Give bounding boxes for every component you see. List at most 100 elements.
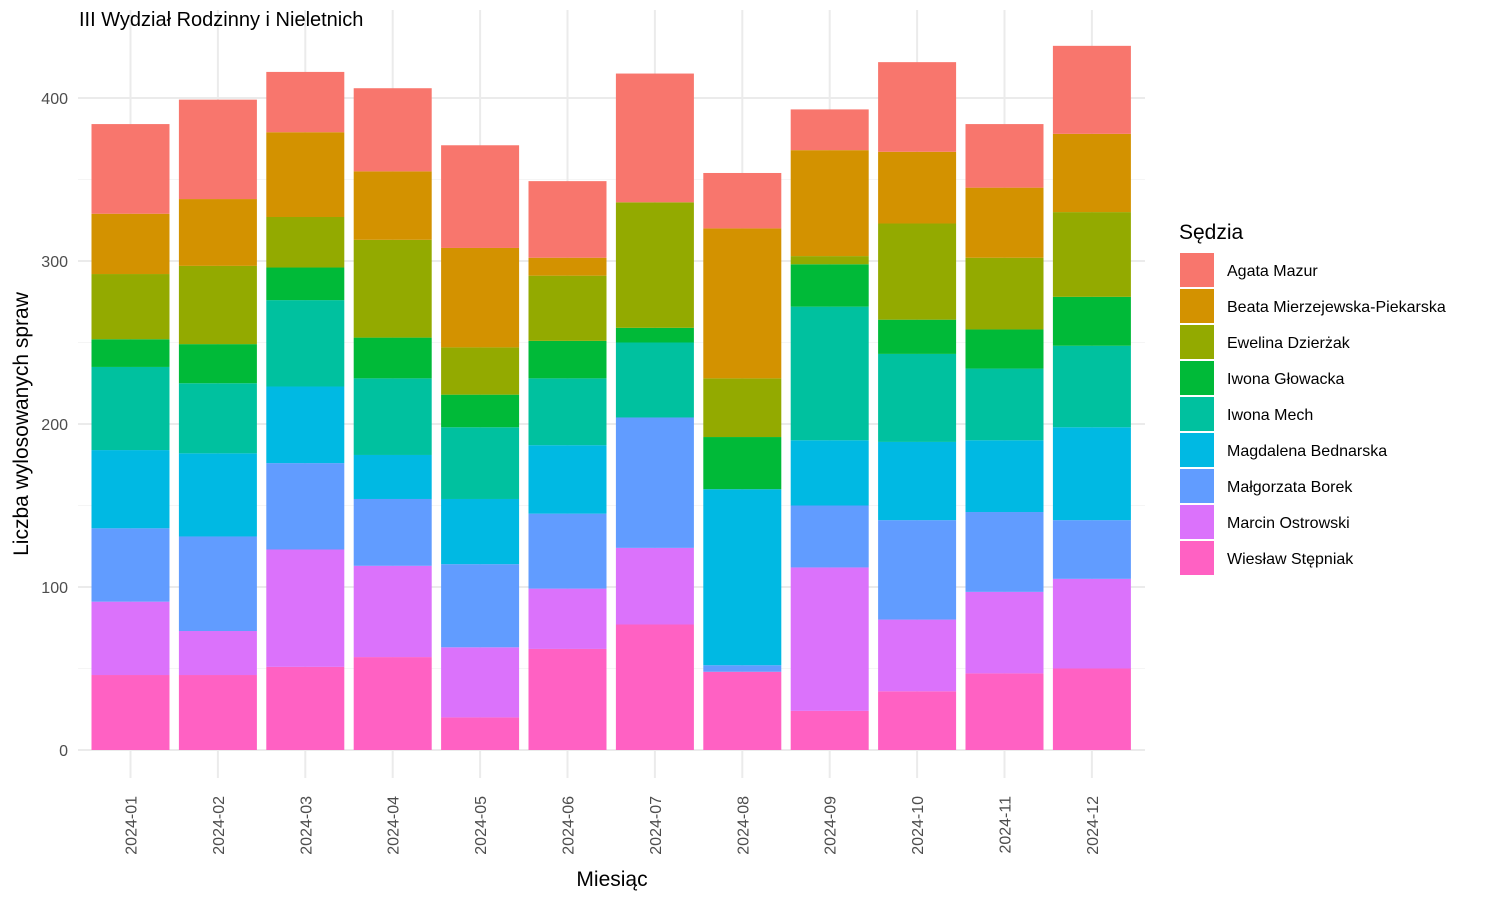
- bar-segment: [266, 267, 345, 301]
- bar-segment: [266, 549, 345, 667]
- bar-segment: [441, 394, 520, 428]
- y-tick-label: 0: [59, 743, 68, 760]
- bar-segment: [790, 264, 869, 307]
- bar-segment: [353, 171, 432, 240]
- legend-label: Magdalena Bednarska: [1227, 443, 1387, 460]
- x-tick-label: 2024-11: [998, 796, 1015, 854]
- x-tick-label: 2024-09: [823, 796, 840, 855]
- x-axis-ticks: 2024-01 2024-02 2024-03 2024-04 2024-05 2024-…: [124, 796, 1102, 855]
- bar-segment: [91, 274, 170, 340]
- bar-segment: [528, 181, 607, 258]
- legend-swatch: [1180, 433, 1214, 467]
- bar-segment: [528, 445, 607, 514]
- legend-label: Wiesław Stępniak: [1227, 551, 1354, 568]
- bar-segment: [353, 88, 432, 172]
- legend-label: Iwona Głowacka: [1227, 371, 1344, 388]
- legend-swatch: [1180, 397, 1214, 431]
- bar-segment: [91, 601, 170, 676]
- bar-segment: [441, 347, 520, 395]
- bar-segment: [1052, 345, 1131, 428]
- bar-segment: [528, 648, 607, 750]
- bar-segment: [178, 199, 257, 266]
- bar-segment: [441, 647, 520, 718]
- bar-segment: [528, 588, 607, 649]
- x-tick-label: 2024-08: [735, 796, 752, 855]
- y-tick-label: 100: [41, 580, 68, 597]
- legend-label: Małgorzata Borek: [1227, 479, 1353, 496]
- x-tick-label: 2024-05: [473, 796, 490, 855]
- y-axis-title: Liczba wylosowanych spraw: [10, 291, 33, 556]
- bar-segment: [615, 547, 694, 625]
- bar-segment: [703, 378, 782, 438]
- bar-segment: [615, 73, 694, 203]
- bar-segment: [353, 657, 432, 750]
- legend-swatch: [1180, 505, 1214, 539]
- bar-segment: [1052, 668, 1131, 750]
- bar-segment: [178, 265, 257, 345]
- bar-segment: [615, 327, 694, 343]
- legend-swatch: [1180, 361, 1214, 395]
- bar-segment: [965, 187, 1044, 258]
- bar-segment: [878, 520, 957, 620]
- bar-segment: [615, 202, 694, 328]
- bar-segment: [91, 339, 170, 367]
- bar-segment: [266, 666, 345, 750]
- bar-segment: [615, 417, 694, 548]
- bar-segment: [266, 300, 345, 387]
- bar-segment: [878, 62, 957, 152]
- bar-segment: [965, 440, 1044, 513]
- bar-segment: [266, 463, 345, 550]
- bar-segment: [353, 454, 432, 499]
- bar-segment: [91, 450, 170, 529]
- bar-segment: [615, 624, 694, 750]
- bar-segment: [178, 631, 257, 676]
- bar-segment: [91, 528, 170, 602]
- y-axis-ticks: 0 100 200 300 400: [41, 91, 68, 760]
- bar-segment: [178, 536, 257, 632]
- bar-segment: [1052, 520, 1131, 579]
- bar-segment: [353, 239, 432, 338]
- legend-swatch: [1180, 541, 1214, 575]
- y-tick-label: 300: [41, 254, 68, 271]
- bar-segment: [790, 150, 869, 257]
- x-tick-label: 2024-02: [211, 796, 228, 855]
- bar-segment: [1052, 296, 1131, 346]
- bar-segment: [965, 512, 1044, 592]
- bar-segment: [790, 306, 869, 441]
- bar-segment: [878, 441, 957, 521]
- bar-segment: [790, 505, 869, 568]
- bar-segment: [528, 275, 607, 341]
- bar-segment: [528, 378, 607, 446]
- bar-segment: [441, 247, 520, 348]
- x-tick-label: 2024-12: [1085, 796, 1102, 855]
- legend-label: Beata Mierzejewska-Piekarska: [1227, 299, 1446, 316]
- bar-segment: [528, 513, 607, 589]
- bar-segment: [91, 366, 170, 451]
- chart-title: III Wydział Rodzinny i Nieletnich: [79, 9, 363, 31]
- bar-segment: [965, 673, 1044, 750]
- bar-segment: [790, 256, 869, 265]
- bar-segment: [353, 565, 432, 658]
- bar-segment: [790, 440, 869, 506]
- bar-segment: [1052, 45, 1131, 134]
- bar-segment: [528, 257, 607, 276]
- x-tick-label: 2024-01: [124, 796, 141, 855]
- bar-segment: [615, 342, 694, 418]
- bar-segment: [1052, 427, 1131, 521]
- bar-segment: [353, 378, 432, 455]
- bar-segment: [441, 145, 520, 248]
- bar-segment: [878, 619, 957, 692]
- bar-segment: [790, 567, 869, 711]
- bar-segment: [178, 453, 257, 537]
- x-axis-title: Miesiąc: [576, 868, 647, 891]
- bar-segment: [965, 329, 1044, 369]
- bar-segment: [703, 172, 782, 229]
- bar-segment: [91, 213, 170, 275]
- bar-segment: [178, 675, 257, 750]
- bar-segment: [528, 340, 607, 379]
- bar-segment: [790, 710, 869, 750]
- bar-segment: [790, 109, 869, 151]
- bar-segment: [353, 498, 432, 566]
- bar-segment: [703, 489, 782, 666]
